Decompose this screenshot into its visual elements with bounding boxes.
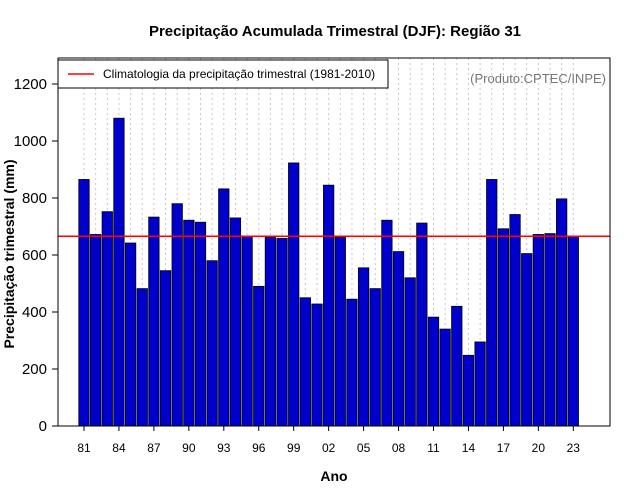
bar-09 — [404, 277, 416, 427]
bar-16 — [486, 179, 498, 427]
y-axis-label: Precipitação trimestral (mm) — [1, 159, 17, 348]
bar-84 — [113, 117, 125, 427]
legend-label: Climatologia da precipitação trimestral … — [103, 67, 375, 81]
bar-87 — [148, 216, 160, 427]
x-tick-label: 23 — [567, 441, 581, 455]
bar-18 — [509, 214, 521, 427]
x-tick-label: 14 — [462, 441, 476, 455]
bar-83 — [101, 211, 113, 427]
x-tick-label: 20 — [532, 441, 546, 455]
bar-98 — [276, 238, 288, 427]
bar-85 — [125, 242, 137, 427]
bars — [78, 117, 579, 427]
bar-12 — [439, 328, 451, 427]
bar-88 — [159, 270, 172, 427]
bar-10 — [416, 222, 428, 427]
y-axis: 0 200 400 600 800 1000 1200 — [14, 76, 58, 435]
x-tick-label: 90 — [182, 441, 196, 455]
chart-title: Precipitação Acumulada Trimestral (DJF):… — [149, 23, 521, 40]
y-tick-label: 800 — [22, 190, 47, 207]
bar-99 — [288, 162, 300, 427]
bar-08 — [392, 251, 405, 427]
y-tick-label: 1000 — [14, 133, 47, 150]
bar-97 — [264, 236, 277, 427]
x-tick-label: 81 — [77, 441, 91, 455]
y-tick-label: 600 — [22, 247, 47, 264]
bar-95 — [241, 236, 253, 427]
bar-92 — [206, 260, 218, 427]
x-tick-label: 02 — [322, 441, 336, 455]
bar-01 — [311, 303, 323, 427]
bar-96 — [253, 285, 265, 427]
bar-90 — [183, 219, 195, 427]
bar-19 — [521, 253, 533, 427]
bar-03 — [334, 236, 346, 427]
bar-02 — [323, 184, 335, 427]
bar-14 — [462, 354, 475, 427]
credit-text: (Produto:CPTEC/INPE) — [470, 71, 606, 86]
bar-11 — [427, 316, 440, 427]
bar-89 — [171, 203, 183, 427]
bar-04 — [346, 298, 358, 427]
x-tick-label: 17 — [497, 441, 511, 455]
x-tick-label: 87 — [147, 441, 161, 455]
y-tick-label: 200 — [22, 361, 47, 378]
bar-17 — [497, 228, 510, 427]
x-tick-label: 99 — [287, 441, 301, 455]
plot-frame — [57, 57, 611, 427]
y-tick-label: 400 — [22, 304, 47, 321]
bar-07 — [381, 219, 393, 427]
bar-06 — [369, 288, 381, 427]
legend-box — [57, 59, 389, 89]
bar-21 — [544, 233, 556, 427]
bar-00 — [299, 297, 311, 427]
y-tick-label: 0 — [39, 418, 47, 435]
bar-91 — [194, 221, 207, 427]
bar-82 — [90, 234, 102, 427]
x-axis: 81 84 87 90 93 96 99 02 05 08 11 14 17 20 23 — [77, 426, 580, 455]
x-axis-label: Ano — [320, 468, 347, 484]
x-tick-label: 11 — [427, 441, 440, 455]
bar-23 — [567, 236, 579, 427]
bar-93 — [218, 188, 230, 427]
x-tick-label: 84 — [112, 441, 126, 455]
bar-94 — [229, 217, 242, 427]
bar-22 — [556, 198, 568, 427]
x-tick-label: 05 — [357, 441, 371, 455]
bar-20 — [532, 234, 544, 427]
bar-86 — [136, 288, 148, 427]
bar-81 — [78, 179, 90, 427]
bar-05 — [357, 267, 370, 427]
y-tick-label: 1200 — [14, 76, 47, 93]
bar-15 — [474, 341, 486, 427]
x-tick-label: 93 — [217, 441, 231, 455]
x-tick-label: 08 — [392, 441, 406, 455]
x-tick-label: 96 — [252, 441, 266, 455]
bar-13 — [451, 305, 463, 427]
legend: Climatologia da precipitação trimestral … — [57, 59, 389, 89]
